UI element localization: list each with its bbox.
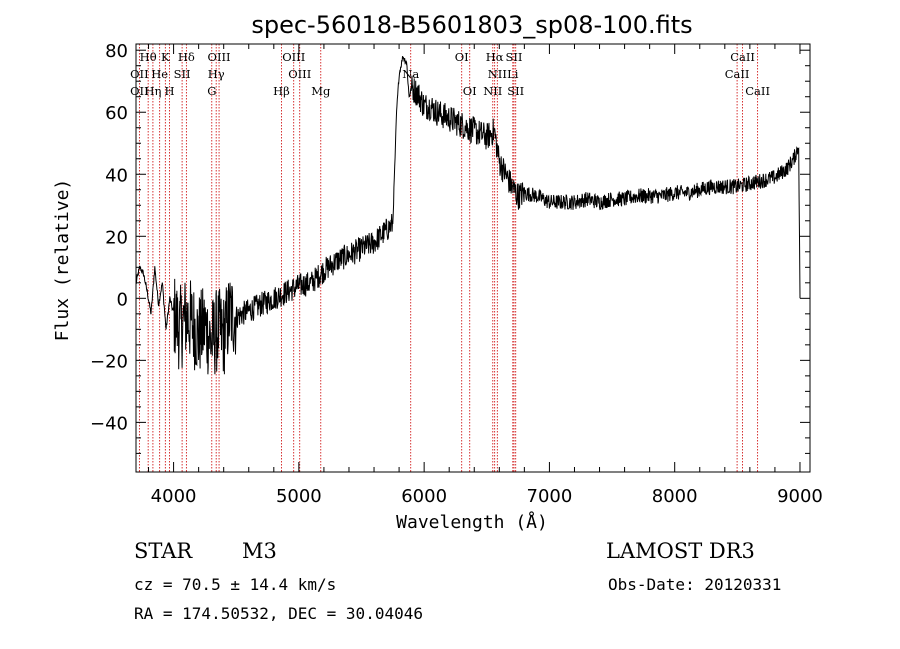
spectral-line-label: Hγ: [208, 67, 225, 81]
y-axis-ticks: −40 −20 0 20 40 60 80: [90, 41, 810, 454]
object-subclass: M3: [242, 539, 277, 563]
spectral-line-label: SII: [505, 50, 522, 64]
spectral-line-label: CaII: [725, 67, 750, 81]
spectral-line-label: NII: [483, 84, 502, 98]
y-tick-label: 40: [105, 165, 128, 186]
y-tick-label: 20: [105, 227, 128, 248]
spectral-line-label: Hθ: [140, 50, 157, 64]
y-tick-label: 80: [105, 41, 128, 62]
y-tick-label: −20: [90, 351, 128, 372]
spectral-line-label: Li: [507, 67, 519, 81]
x-tick-label: 6000: [401, 486, 447, 507]
spectral-line-label: CaII: [745, 84, 770, 98]
spectral-line-label: OII: [130, 84, 149, 98]
spectral-line-label: OII: [130, 67, 149, 81]
y-tick-label: 60: [105, 103, 128, 124]
spectral-line-label: Hβ: [273, 84, 290, 98]
spectral-line-label: He: [151, 67, 168, 81]
obs-date-text: Obs-Date: 20120331: [608, 575, 782, 594]
spectral-line-label: SII: [174, 67, 191, 81]
spectral-line-label: Mg: [311, 84, 331, 98]
object-class: STAR: [134, 539, 193, 563]
x-tick-label: 8000: [652, 486, 698, 507]
y-axis-label: Flux (relative): [52, 179, 73, 342]
y-tick-label: −40: [90, 413, 128, 434]
x-tick-label: 7000: [527, 486, 573, 507]
spectral-line-label: OI: [463, 84, 477, 98]
coordinates-text: RA = 174.50532, DEC = 30.04046: [134, 604, 423, 623]
spectral-line-label: Hδ: [178, 50, 195, 64]
spectral-line-label: NII: [488, 67, 507, 81]
y-tick-label: 0: [117, 289, 128, 310]
spectral-line-label: G: [207, 84, 216, 98]
spectral-line-label: K: [161, 50, 170, 64]
spectral-line-label: SII: [507, 84, 524, 98]
x-tick-label: 5000: [276, 486, 322, 507]
x-axis-label: Wavelength (Å): [396, 511, 548, 533]
spectral-line-label: OIII: [288, 67, 311, 81]
spectral-line-label: OIII: [208, 50, 231, 64]
x-tick-label: 4000: [151, 486, 197, 507]
spectral-line-label: CaII: [730, 50, 755, 64]
spectral-line-label: Na: [402, 67, 419, 81]
chart-title: spec-56018-B5601803_sp08-100.fits: [251, 11, 692, 39]
spectral-line-label: OIII: [282, 50, 305, 64]
spectral-line-label: Hα: [486, 50, 504, 64]
x-tick-label: 9000: [777, 486, 823, 507]
survey-name: LAMOST DR3: [606, 539, 755, 563]
x-axis-ticks: 4000 5000 6000 7000 8000 9000: [148, 44, 823, 507]
plot-frame: [135, 43, 811, 473]
redshift-text: cz = 70.5 ± 14.4 km/s: [134, 575, 337, 594]
spectral-line-label: OI: [455, 50, 469, 64]
spectral-line-label: H: [165, 84, 175, 98]
spectral-line-markers: [138, 44, 759, 472]
flux-series-line: [135, 56, 801, 375]
spectral-line-label: Hη: [144, 84, 161, 98]
